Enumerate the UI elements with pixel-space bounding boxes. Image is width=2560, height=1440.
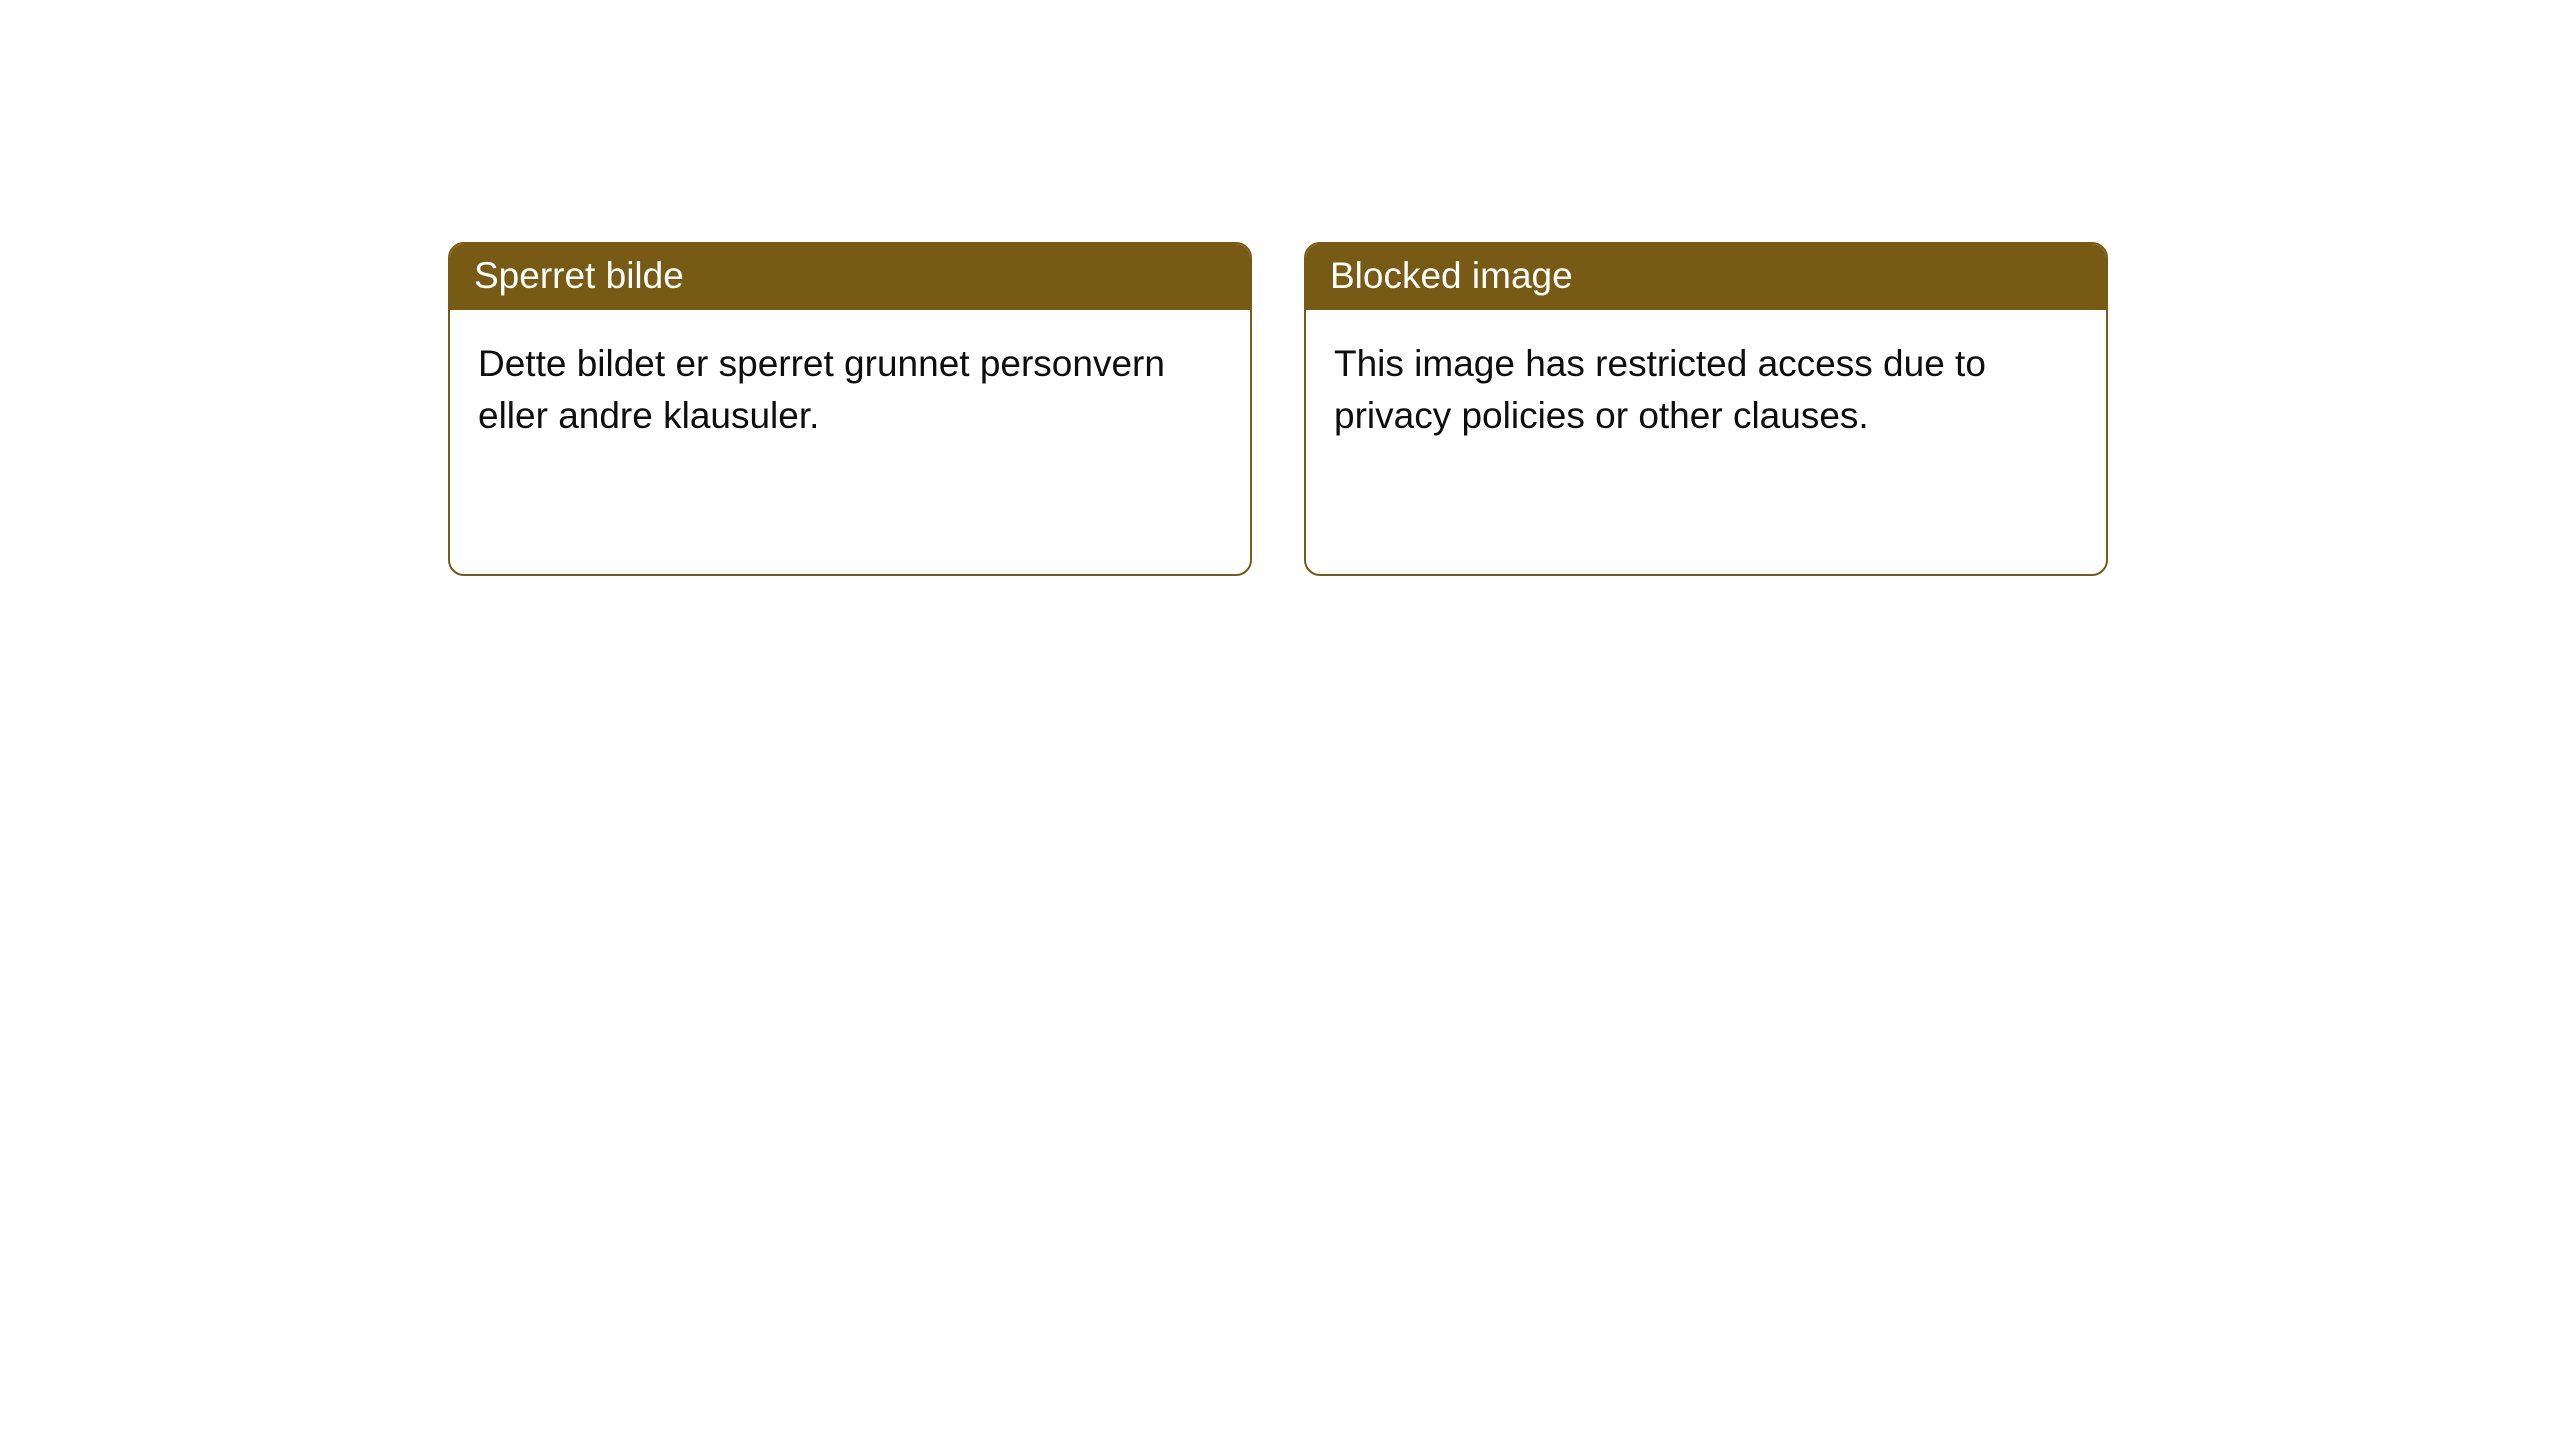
notice-card-norwegian: Sperret bilde Dette bildet er sperret gr… [448, 242, 1252, 576]
notice-body-english: This image has restricted access due to … [1306, 310, 2106, 470]
notice-body-norwegian: Dette bildet er sperret grunnet personve… [450, 310, 1250, 470]
notice-title-english: Blocked image [1306, 244, 2106, 310]
notice-title-norwegian: Sperret bilde [450, 244, 1250, 310]
notice-card-english: Blocked image This image has restricted … [1304, 242, 2108, 576]
notice-container: Sperret bilde Dette bildet er sperret gr… [0, 0, 2560, 576]
